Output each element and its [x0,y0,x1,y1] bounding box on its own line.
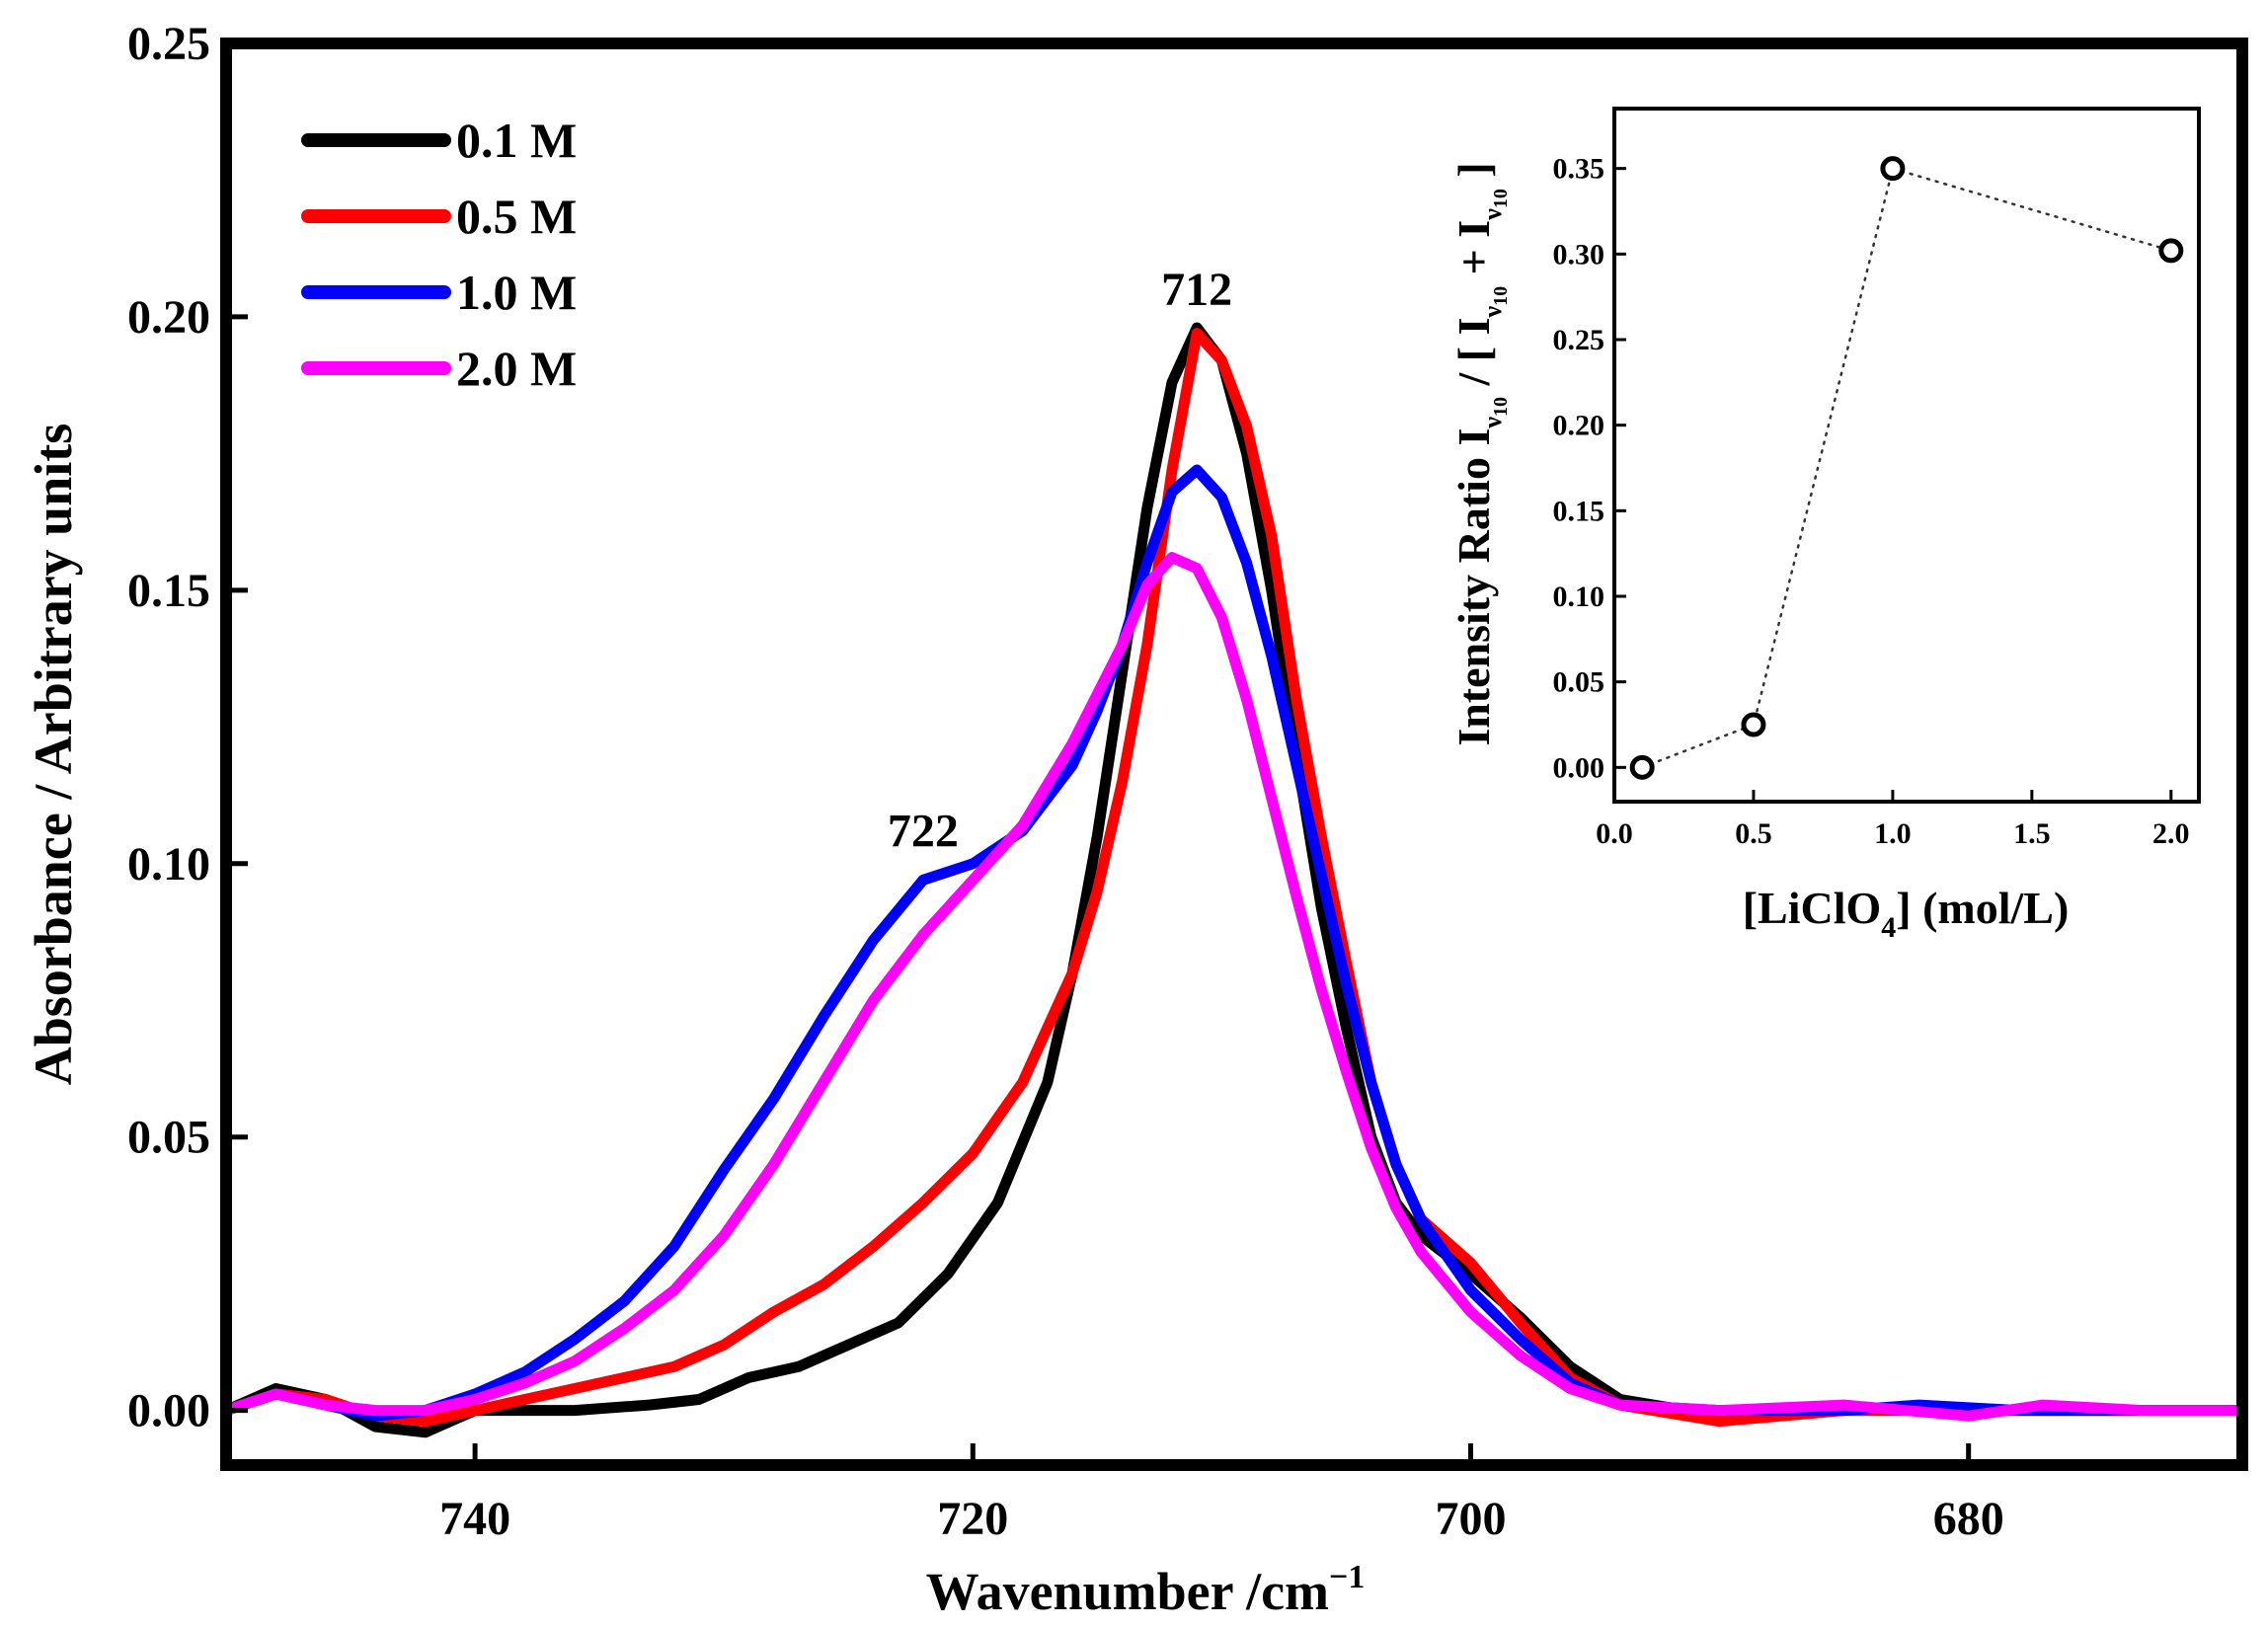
inset-y-tick-label: 0.10 [1553,581,1605,613]
inset-y-axis: 0.00 0.05 0.10 0.15 0.20 0.25 0.30 0.35 [1553,153,1626,784]
main-x-tick-label: 680 [1933,1493,2004,1545]
inset-y-tick-label: 0.25 [1553,324,1605,356]
inset-y-tick-label: 0.35 [1553,153,1605,186]
inset-y-label-mid: / [ I [1448,318,1499,398]
main-y-axis: 0.00 0.05 0.10 0.15 0.20 0.25 [127,18,248,1437]
inset-y-axis-label: Intensity Ratio Iν10 / [ Iν10 + Iν10 ] [1448,162,1512,745]
inset-x-tick-label: 0.0 [1596,817,1633,850]
inset-y-label-sub1c: ν [1478,208,1507,221]
main-y-tick-label: 0.15 [127,565,210,617]
inset-x-tick-label: 0.5 [1735,817,1772,850]
series-line-2.0-m [220,552,2248,1422]
inset-data-point [1880,156,1906,182]
legend-label: 2.0 M [456,341,577,396]
main-x-axis-label-sup: −1 [1329,1559,1365,1595]
legend-label: 1.0 M [456,265,577,320]
inset-y-label-prefix: Intensity Ratio I [1448,428,1499,746]
inset-x-tick-label: 2.0 [2152,817,2190,850]
main-y-tick-label: 0.05 [127,1112,210,1164]
main-x-tick-label: 720 [937,1493,1008,1545]
inset-x-axis: 0.0 0.5 1.0 1.5 2.0 [1596,790,2190,850]
inset-data-point [2158,238,2184,264]
inset-data-point [1741,712,1766,737]
main-plot: 0.00 0.05 0.10 0.15 0.20 0.25 740 720 700 680 Ab… [24,18,2248,1621]
main-series-group [220,322,2248,1438]
legend-label: 0.5 M [456,189,577,244]
inset-y-label-sub1a: ν [1478,417,1507,429]
legend: 0.1 M 0.5 M 1.0 M 2.0 M [301,113,577,396]
inset-y-label-sub2a: 10 [1490,397,1512,417]
inset-x-axis-label: [LiClO4] (mol/L) [1743,883,2070,944]
inset-x-tick-label: 1.0 [1874,817,1912,850]
annotation-peak-712: 712 [1161,264,1232,316]
inset-connecting-line [1640,167,2173,769]
main-y-tick-label: 0.00 [127,1385,210,1437]
inset-y-label-plus: + I [1448,220,1499,286]
inset-x-label-sub: 4 [1881,911,1896,944]
main-x-axis: 740 720 700 680 [439,1443,2004,1545]
inset-data-point [1629,754,1655,780]
inset-y-tick-label: 0.20 [1553,410,1605,442]
main-x-axis-label: Wavenumber /cm−1 [926,1559,1366,1621]
inset-x-label-prefix: [LiClO [1743,883,1882,933]
series-line-0.5-m [220,328,2248,1428]
legend-label: 0.1 M [456,113,577,168]
main-plot-frame [220,38,2248,1471]
main-x-axis-label-text: Wavenumber /cm [926,1562,1329,1621]
inset-series [1629,156,2184,780]
inset-y-tick-label: 0.15 [1553,495,1605,527]
main-y-tick-label: 0.10 [127,838,210,891]
inset-x-tick-label: 1.5 [2013,817,2051,850]
inset-y-tick-label: 0.00 [1553,751,1605,784]
inset-x-label-suffix: ] (mol/L) [1896,883,2069,933]
inset-y-tick-label: 0.30 [1553,238,1605,271]
main-x-tick-label: 740 [439,1493,510,1545]
inset-plot: 0.00 0.05 0.10 0.15 0.20 0.25 0.30 0.35 0.0 0.5 1… [1448,107,2201,944]
inset-y-label-sub2b: 10 [1490,286,1512,306]
inset-y-tick-label: 0.05 [1553,666,1605,699]
main-x-tick-label: 700 [1435,1493,1506,1545]
inset-plot-frame [1612,107,2201,804]
inset-y-label-sub1b: ν [1478,306,1507,319]
main-y-tick-label: 0.25 [127,18,210,70]
inset-y-label-end: ] [1448,162,1499,189]
main-y-axis-label: Absorbance / Arbitrary units [24,424,83,1086]
inset-y-label-sub2c: 10 [1490,189,1512,208]
annotation-peak-722: 722 [888,806,959,858]
main-y-tick-label: 0.20 [127,291,210,344]
